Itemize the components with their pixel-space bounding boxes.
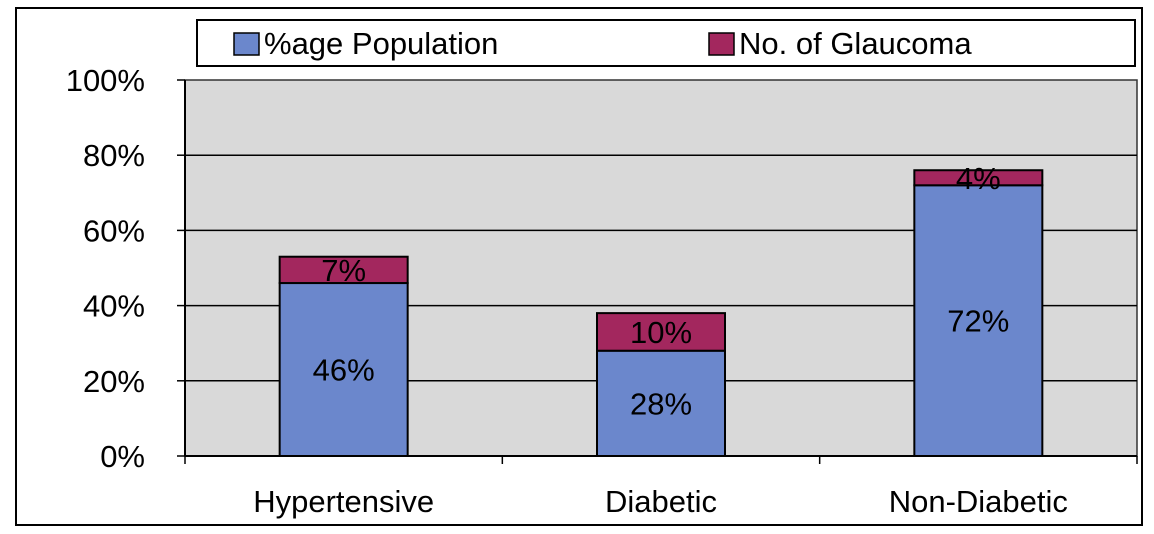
bar-segment: [913, 184, 1044, 457]
axes: 0% 20% 40% 60% 80% 100% Hypertensive Diabetic No…: [66, 63, 1138, 519]
legend-box: [196, 19, 1136, 67]
x-category-label: Diabetic: [605, 484, 717, 519]
x-category-label: Non-Diabetic: [889, 484, 1068, 519]
bar-segment: [596, 312, 726, 352]
y-tick-label: 0%: [100, 439, 145, 474]
y-tick-label: 20%: [83, 364, 145, 399]
legend-swatch: [233, 32, 260, 56]
legend-label: %age Population: [264, 26, 498, 61]
bar-segment: [596, 349, 726, 457]
bars: 46% 7% 28% 10% 72% 4%: [278, 161, 1044, 458]
y-tick-label: 80%: [83, 138, 145, 173]
data-label: 72%: [947, 304, 1009, 339]
y-tick-label: 100%: [66, 63, 145, 98]
bar-segment: [278, 255, 409, 285]
bar-segment: [913, 169, 1044, 187]
legend-label: No. of Glaucoma: [739, 26, 972, 61]
data-label: 10%: [630, 315, 692, 350]
data-label: 7%: [321, 253, 366, 288]
y-tick-label: 40%: [83, 289, 145, 324]
data-label: 46%: [313, 353, 375, 388]
y-tick-label: 60%: [83, 213, 145, 248]
legend: %age Population No. of Glaucoma: [196, 19, 1136, 67]
legend-swatch: [708, 32, 735, 56]
x-category-label: Hypertensive: [253, 484, 434, 519]
data-label: 4%: [956, 161, 1001, 196]
data-label: 28%: [630, 386, 692, 421]
bar-segment: [278, 282, 409, 458]
